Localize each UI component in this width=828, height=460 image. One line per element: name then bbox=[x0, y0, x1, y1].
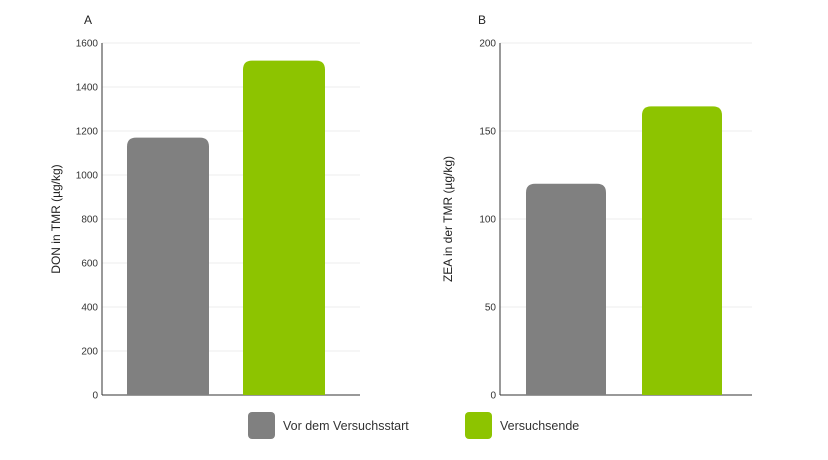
y-axis-title: ZEA in der TMR (µg/kg) bbox=[441, 156, 455, 282]
y-tick-label: 1000 bbox=[76, 171, 99, 182]
y-tick-label: 400 bbox=[81, 303, 98, 314]
y-tick-label: 800 bbox=[81, 215, 98, 226]
y-tick-label: 0 bbox=[490, 391, 496, 402]
chart-panel-b: 0 50 100 150 200 B ZEA in der TMR (µg/kg) bbox=[441, 13, 752, 402]
bar-vor-dem-versuchsstart bbox=[526, 183, 606, 395]
legend-label: Versuchsende bbox=[500, 419, 579, 433]
legend-swatch bbox=[465, 412, 492, 439]
legend-label: Vor dem Versuchsstart bbox=[283, 419, 409, 433]
chart-panel-a: 0 200 400 600 800 1000 1200 1400 1600 A DON in TMR… bbox=[49, 13, 360, 402]
panel-label: A bbox=[84, 13, 92, 27]
legend: Vor dem Versuchsstart Versuchsende bbox=[248, 412, 579, 439]
y-tick-label: 200 bbox=[81, 347, 98, 358]
legend-swatch bbox=[248, 412, 275, 439]
y-tick-label: 0 bbox=[92, 391, 98, 402]
y-tick-label: 1400 bbox=[76, 83, 99, 94]
y-tick-label: 50 bbox=[485, 303, 497, 314]
y-axis-title: DON in TMR (µg/kg) bbox=[49, 164, 63, 273]
y-tick-label: 100 bbox=[479, 215, 496, 226]
y-tick-label: 150 bbox=[479, 127, 496, 138]
y-tick-label: 200 bbox=[479, 39, 496, 50]
y-tick-label: 1600 bbox=[76, 39, 99, 50]
bar-versuchsende bbox=[243, 60, 325, 395]
y-tick-label: 600 bbox=[81, 259, 98, 270]
bar-versuchsende bbox=[642, 106, 722, 396]
panel-label: B bbox=[478, 13, 486, 27]
bar-vor-dem-versuchsstart bbox=[127, 137, 209, 395]
y-tick-label: 1200 bbox=[76, 127, 99, 138]
